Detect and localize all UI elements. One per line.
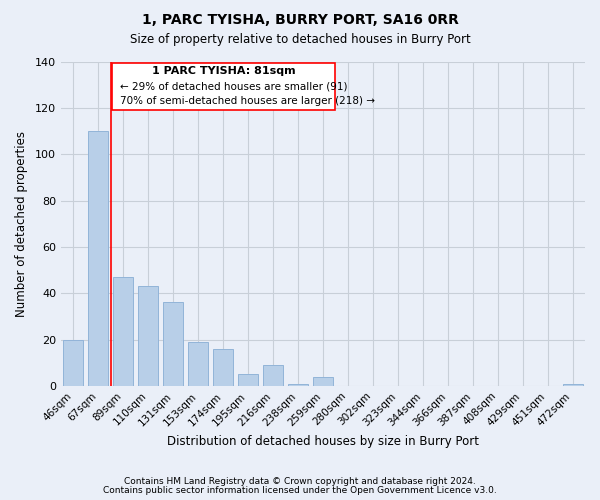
Text: 70% of semi-detached houses are larger (218) →: 70% of semi-detached houses are larger (…: [119, 96, 374, 106]
Y-axis label: Number of detached properties: Number of detached properties: [15, 130, 28, 316]
Text: 1 PARC TYISHA: 81sqm: 1 PARC TYISHA: 81sqm: [152, 66, 296, 76]
Bar: [113, 277, 133, 386]
Bar: [238, 374, 258, 386]
Bar: [213, 349, 233, 386]
Bar: [138, 286, 158, 386]
Bar: [263, 365, 283, 386]
Bar: [188, 342, 208, 386]
Bar: [64, 340, 83, 386]
Text: Contains HM Land Registry data © Crown copyright and database right 2024.: Contains HM Land Registry data © Crown c…: [124, 478, 476, 486]
Bar: [88, 131, 109, 386]
Bar: [563, 384, 583, 386]
X-axis label: Distribution of detached houses by size in Burry Port: Distribution of detached houses by size …: [167, 434, 479, 448]
Text: Size of property relative to detached houses in Burry Port: Size of property relative to detached ho…: [130, 33, 470, 46]
FancyBboxPatch shape: [112, 62, 335, 110]
Bar: [288, 384, 308, 386]
Text: 1, PARC TYISHA, BURRY PORT, SA16 0RR: 1, PARC TYISHA, BURRY PORT, SA16 0RR: [142, 12, 458, 26]
Bar: [163, 302, 183, 386]
Text: Contains public sector information licensed under the Open Government Licence v3: Contains public sector information licen…: [103, 486, 497, 495]
Text: ← 29% of detached houses are smaller (91): ← 29% of detached houses are smaller (91…: [119, 81, 347, 91]
Bar: [313, 376, 333, 386]
